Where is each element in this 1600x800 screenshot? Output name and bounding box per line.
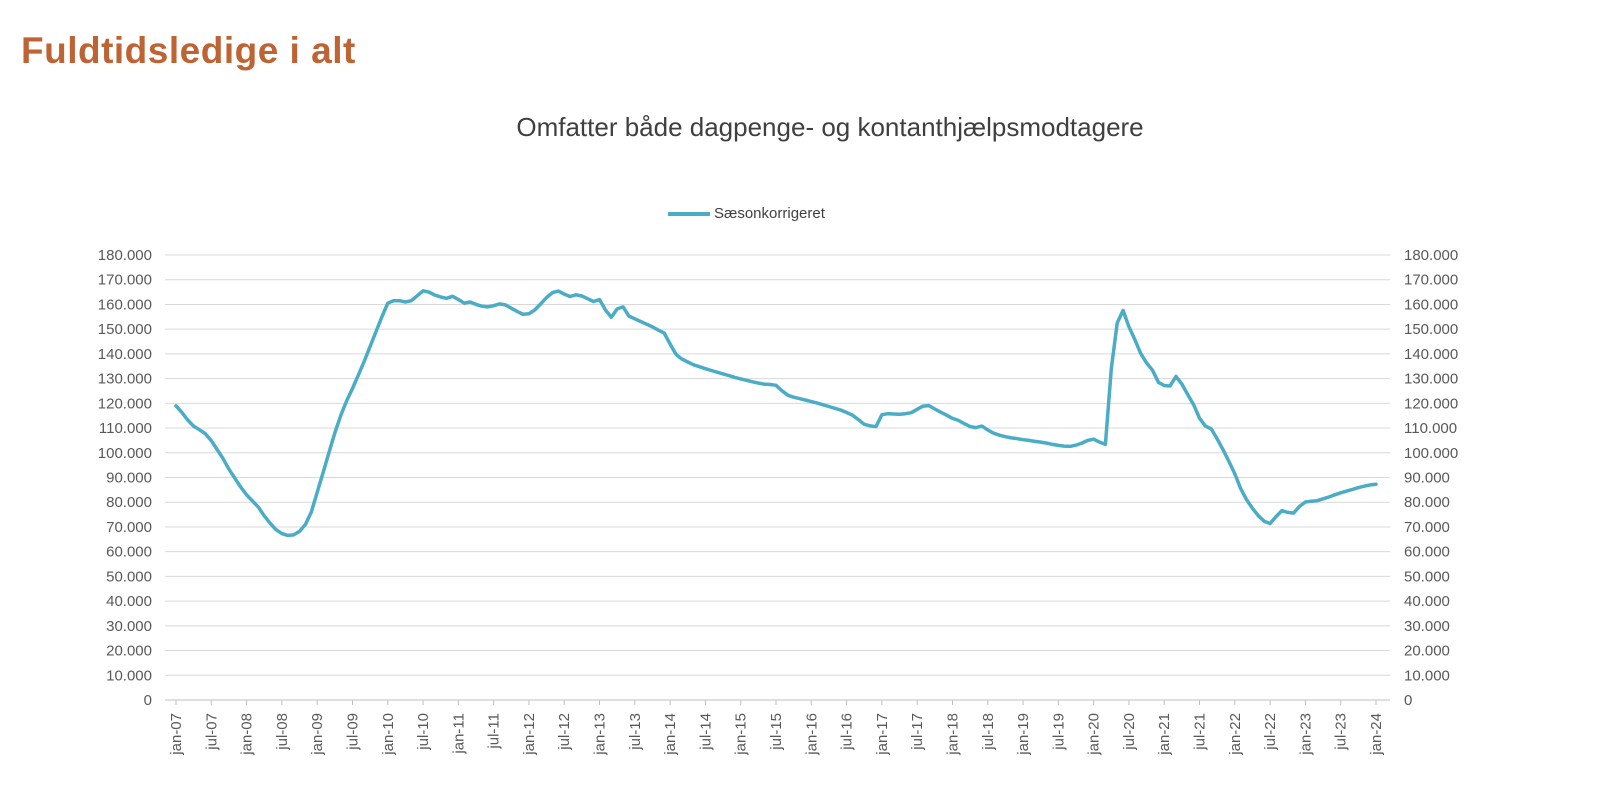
x-axis: jan-07 jul-07 jan-08 jul-08 jan-09 jul-09 jan-… <box>168 700 1385 756</box>
svg-text:10.000: 10.000 <box>1404 667 1450 684</box>
svg-text:50.000: 50.000 <box>106 568 152 585</box>
svg-text:120.000: 120.000 <box>1404 395 1458 412</box>
svg-text:jul-12: jul-12 <box>556 713 573 751</box>
svg-text:100.000: 100.000 <box>1404 445 1458 462</box>
svg-text:jul-20: jul-20 <box>1121 713 1138 751</box>
svg-text:140.000: 140.000 <box>1404 346 1458 363</box>
svg-text:jan-16: jan-16 <box>803 713 820 756</box>
svg-text:jan-22: jan-22 <box>1227 713 1244 756</box>
svg-text:jul-19: jul-19 <box>1050 713 1067 751</box>
svg-text:100.000: 100.000 <box>98 445 152 462</box>
chart-title: Omfatter både dagpenge- og kontanthjælps… <box>516 112 1144 142</box>
svg-text:110.000: 110.000 <box>1404 420 1457 437</box>
svg-text:170.000: 170.000 <box>98 272 152 289</box>
svg-text:jan-18: jan-18 <box>944 713 961 756</box>
svg-text:jul-09: jul-09 <box>344 713 361 751</box>
svg-text:40.000: 40.000 <box>106 593 152 610</box>
svg-text:jan-19: jan-19 <box>1015 713 1032 756</box>
y-axis-left: 0 10.000 20.000 30.000 40.000 50.000 60.000 70.… <box>98 247 152 709</box>
svg-text:50.000: 50.000 <box>1404 568 1450 585</box>
svg-text:0: 0 <box>144 692 152 709</box>
svg-text:80.000: 80.000 <box>1404 494 1450 511</box>
svg-text:jul-08: jul-08 <box>274 713 291 751</box>
svg-text:jul-18: jul-18 <box>980 713 997 751</box>
legend-line-swatch <box>668 212 710 216</box>
legend-label: Sæsonkorrigeret <box>714 205 825 222</box>
svg-text:jan-20: jan-20 <box>1086 713 1103 756</box>
page-title: Fuldtidsledige i alt <box>21 30 356 71</box>
svg-text:30.000: 30.000 <box>106 618 152 635</box>
gridlines <box>165 254 1390 701</box>
svg-text:jul-13: jul-13 <box>627 713 644 751</box>
svg-text:jan-08: jan-08 <box>239 713 256 756</box>
svg-text:jan-10: jan-10 <box>380 713 397 756</box>
svg-text:jan-15: jan-15 <box>733 713 750 756</box>
svg-text:140.000: 140.000 <box>98 346 152 363</box>
svg-text:jan-17: jan-17 <box>874 713 891 756</box>
svg-text:80.000: 80.000 <box>106 494 152 511</box>
svg-text:180.000: 180.000 <box>98 247 152 264</box>
svg-text:jul-16: jul-16 <box>839 713 856 751</box>
svg-text:60.000: 60.000 <box>1404 544 1450 561</box>
svg-text:jul-14: jul-14 <box>697 713 714 751</box>
svg-text:jan-13: jan-13 <box>592 713 609 756</box>
svg-text:110.000: 110.000 <box>99 420 152 437</box>
svg-text:160.000: 160.000 <box>98 296 152 313</box>
svg-text:10.000: 10.000 <box>106 667 152 684</box>
svg-text:160.000: 160.000 <box>1404 296 1458 313</box>
svg-text:jul-11: jul-11 <box>486 713 503 750</box>
svg-text:20.000: 20.000 <box>106 643 152 660</box>
svg-text:0: 0 <box>1404 692 1412 709</box>
svg-text:170.000: 170.000 <box>1404 272 1458 289</box>
svg-text:jan-24: jan-24 <box>1368 713 1385 756</box>
series-line-saesonkorrigeret <box>174 289 1378 538</box>
svg-text:40.000: 40.000 <box>1404 593 1450 610</box>
svg-text:jan-12: jan-12 <box>521 713 538 756</box>
svg-text:150.000: 150.000 <box>98 321 152 338</box>
svg-text:90.000: 90.000 <box>1404 470 1450 487</box>
svg-text:30.000: 30.000 <box>1404 618 1450 635</box>
svg-text:90.000: 90.000 <box>106 470 152 487</box>
svg-text:jul-17: jul-17 <box>909 713 926 751</box>
svg-text:jan-07: jan-07 <box>168 713 185 756</box>
svg-text:jul-15: jul-15 <box>768 713 785 751</box>
chart-legend: Sæsonkorrigeret <box>668 205 825 223</box>
svg-text:jan-09: jan-09 <box>309 713 326 756</box>
svg-text:130.000: 130.000 <box>1404 371 1458 388</box>
svg-text:jul-21: jul-21 <box>1192 713 1209 751</box>
svg-text:130.000: 130.000 <box>98 371 152 388</box>
svg-text:180.000: 180.000 <box>1404 247 1458 264</box>
svg-text:jan-23: jan-23 <box>1297 713 1314 756</box>
svg-text:120.000: 120.000 <box>98 395 152 412</box>
svg-text:150.000: 150.000 <box>1404 321 1458 338</box>
svg-text:jul-10: jul-10 <box>415 713 432 751</box>
svg-text:60.000: 60.000 <box>106 544 152 561</box>
svg-text:jul-07: jul-07 <box>203 713 220 751</box>
svg-text:jul-23: jul-23 <box>1333 713 1350 751</box>
svg-text:jul-22: jul-22 <box>1262 713 1279 751</box>
y-axis-right: 0 10.000 20.000 30.000 40.000 50.000 60.000 70.… <box>1404 247 1458 709</box>
svg-text:70.000: 70.000 <box>1404 519 1450 536</box>
svg-text:jan-21: jan-21 <box>1156 713 1173 756</box>
svg-text:jan-14: jan-14 <box>662 713 679 756</box>
svg-text:70.000: 70.000 <box>106 519 152 536</box>
svg-text:jan-11: jan-11 <box>450 713 467 755</box>
svg-text:20.000: 20.000 <box>1404 643 1450 660</box>
